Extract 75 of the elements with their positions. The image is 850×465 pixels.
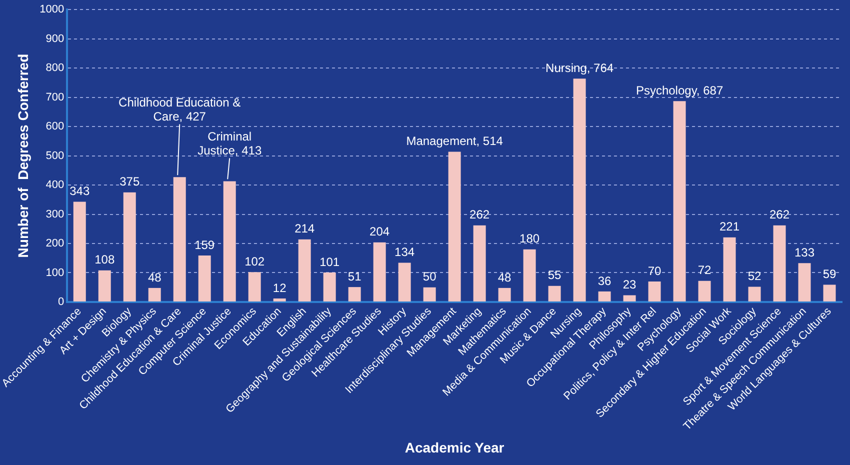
x-axis-title: Academic Year — [404, 439, 505, 456]
bar — [248, 272, 261, 302]
data-label: 221 — [720, 220, 740, 234]
data-label: Childhood Education & Care, 427 — [118, 96, 241, 124]
bar — [273, 298, 286, 302]
bar — [673, 101, 686, 302]
bar — [573, 78, 586, 302]
y-tick-label: 600 — [46, 120, 64, 133]
y-tick-label: 900 — [46, 32, 64, 45]
bar — [148, 288, 161, 302]
data-label: 262 — [769, 208, 790, 222]
bar — [198, 255, 211, 302]
data-label: 36 — [598, 274, 612, 288]
bar — [773, 225, 786, 302]
data-label: Psychology, 687 — [636, 83, 724, 98]
bar — [498, 288, 511, 302]
data-label: 23 — [622, 278, 637, 292]
data-label: 59 — [822, 267, 836, 282]
data-label: 51 — [348, 269, 362, 284]
y-tick-label: 100 — [46, 266, 64, 279]
bar — [698, 280, 711, 302]
data-label: 101 — [320, 254, 340, 269]
data-label: 102 — [244, 254, 265, 268]
y-tick-label: 300 — [46, 208, 64, 220]
y-tick-label: 0 — [58, 296, 64, 308]
data-label: 204 — [370, 224, 390, 239]
bar — [648, 282, 661, 302]
y-axis-title: Number of Degrees Conferred — [15, 54, 32, 258]
bar — [423, 287, 436, 302]
y-tick-label: 700 — [46, 91, 64, 104]
data-label: 70 — [648, 264, 662, 278]
data-label: 214 — [294, 222, 315, 236]
bar — [448, 152, 461, 302]
data-label: 12 — [272, 280, 287, 295]
data-label: 48 — [498, 270, 512, 284]
y-tick-label: 400 — [46, 179, 64, 192]
y-tick-label: 200 — [46, 238, 64, 250]
bar — [373, 242, 386, 302]
bar — [73, 202, 86, 302]
y-tick-label: 1000 — [40, 4, 64, 16]
data-label: 133 — [794, 245, 815, 260]
bar — [473, 225, 486, 302]
data-label: 72 — [698, 263, 712, 278]
data-label: Management, 514 — [406, 134, 504, 148]
bar — [623, 295, 636, 302]
bar — [548, 286, 561, 302]
data-label: 180 — [520, 232, 540, 246]
bar — [323, 272, 336, 302]
bar — [798, 263, 811, 302]
bar — [123, 192, 136, 302]
bar — [748, 286, 761, 302]
data-label: 108 — [94, 252, 115, 267]
y-tick-label: 500 — [46, 150, 64, 162]
bar — [98, 270, 111, 302]
data-label: 50 — [422, 270, 437, 284]
bar — [723, 237, 736, 302]
y-tick-label: 800 — [46, 62, 64, 74]
bar — [398, 262, 411, 302]
bar — [598, 291, 611, 302]
bar — [348, 287, 361, 302]
bar — [173, 177, 186, 302]
data-label: 48 — [148, 270, 162, 284]
bar — [823, 284, 836, 302]
data-label: 343 — [70, 184, 90, 198]
data-label: 55 — [548, 268, 562, 282]
data-label: 134 — [394, 245, 415, 260]
bar — [298, 239, 311, 302]
data-label: 159 — [194, 238, 215, 252]
data-label: Nursing, 764 — [546, 60, 614, 75]
bar — [523, 249, 536, 302]
data-label: 262 — [470, 208, 490, 222]
data-label: 52 — [748, 269, 762, 284]
data-label: Criminal Justice, 413 — [198, 130, 262, 158]
bar — [223, 181, 236, 302]
data-label: 375 — [120, 174, 140, 189]
